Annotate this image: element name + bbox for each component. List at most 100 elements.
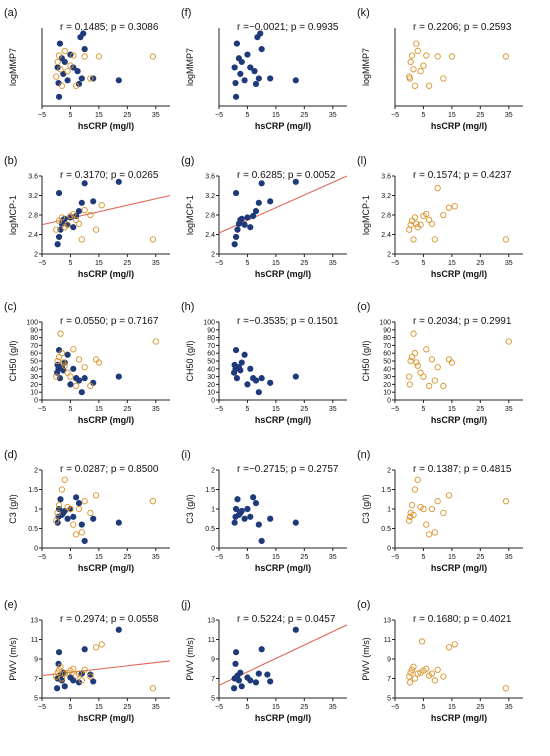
data-point-filled	[267, 198, 274, 205]
x-tick-label: 5	[68, 554, 72, 561]
y-tick-label: 9	[211, 657, 215, 664]
x-axis-label: hsCRP (mg/l)	[431, 563, 487, 573]
data-point-open	[78, 529, 85, 536]
y-tick-label: 3.6	[205, 174, 215, 181]
y-tick-label: 13	[30, 618, 38, 625]
data-point-open	[413, 359, 420, 366]
data-point-filled	[75, 377, 83, 384]
data-point-open	[58, 486, 66, 493]
y-tick-label: 1.5	[381, 487, 391, 494]
x-tick-label: −5	[391, 704, 399, 711]
data-point-open	[81, 666, 88, 673]
data-point-filled	[115, 519, 122, 526]
x-tick-label: 15	[448, 554, 456, 561]
data-point-open	[81, 364, 88, 371]
data-point-open	[75, 505, 83, 513]
data-point-open	[410, 236, 417, 243]
data-point-filled	[255, 199, 262, 206]
data-point-filled	[241, 221, 248, 228]
data-point-open	[81, 206, 88, 214]
x-axis-label: hsCRP (mg/l)	[431, 269, 487, 279]
x-axis-label: hsCRP (mg/l)	[78, 415, 134, 425]
x-tick-label: 25	[123, 554, 131, 561]
x-axis-label: hsCRP (mg/l)	[255, 269, 311, 279]
x-tick-label: 25	[476, 704, 484, 711]
data-point-open	[440, 75, 447, 82]
data-point-open	[406, 517, 413, 524]
data-point-filled	[64, 351, 71, 358]
data-point-filled	[81, 180, 88, 187]
data-point-open	[92, 226, 100, 233]
data-point-filled	[267, 678, 274, 685]
y-tick-label: 20	[383, 382, 391, 389]
data-point-filled	[244, 214, 251, 221]
data-point-open	[57, 663, 64, 670]
data-point-open	[417, 221, 424, 228]
y-tick-label: 90	[30, 327, 38, 334]
x-tick-label: −5	[391, 406, 399, 413]
y-axis-label: logMCP-1	[185, 195, 195, 235]
data-point-open	[428, 356, 436, 363]
data-point-open	[434, 185, 441, 192]
data-point-open	[420, 62, 427, 69]
x-axis-label: hsCRP (mg/l)	[431, 713, 487, 723]
x-tick-label: 15	[272, 406, 280, 413]
y-tick-label: 40	[30, 366, 38, 373]
data-point-open	[440, 509, 447, 517]
data-point-filled	[241, 515, 248, 522]
y-tick-label: 70	[383, 343, 391, 350]
y-tick-label: 13	[207, 618, 215, 625]
data-point-filled	[81, 46, 88, 53]
data-point-open	[53, 673, 60, 680]
x-tick-label: 35	[152, 406, 160, 413]
data-point-filled	[247, 677, 254, 684]
data-point-open	[78, 677, 85, 684]
y-tick-label: 100	[26, 320, 38, 327]
y-axis-label: logMMP7	[185, 48, 195, 86]
data-point-open	[414, 47, 421, 55]
data-point-open	[87, 382, 94, 390]
data-point-open	[67, 62, 74, 69]
y-tick-label: 40	[383, 366, 391, 373]
data-point-open	[428, 220, 436, 227]
x-tick-label: −5	[38, 112, 46, 119]
data-point-filled	[64, 515, 71, 522]
y-tick-label: 5	[387, 696, 391, 703]
data-point-filled	[90, 515, 97, 522]
x-tick-label: 25	[300, 554, 308, 561]
x-tick-label: 5	[245, 112, 249, 119]
data-point-open	[87, 211, 94, 219]
data-point-filled	[241, 351, 248, 358]
x-tick-label: 35	[152, 554, 160, 561]
x-tick-label: 35	[152, 112, 160, 119]
data-point-open	[434, 498, 441, 505]
y-axis-label: C3 (g/l)	[361, 494, 371, 524]
data-point-open	[64, 67, 71, 75]
x-tick-label: 35	[329, 406, 337, 413]
data-point-open	[406, 513, 414, 520]
data-point-open	[72, 82, 80, 89]
data-point-filled	[237, 367, 244, 374]
data-point-filled	[57, 496, 64, 503]
x-tick-label: 25	[123, 704, 131, 711]
y-tick-label: 100	[379, 320, 391, 327]
x-tick-label: 5	[68, 704, 72, 711]
x-axis-label: hsCRP (mg/l)	[431, 121, 487, 131]
data-point-open	[70, 52, 77, 59]
data-point-filled	[115, 373, 122, 380]
y-tick-label: 5	[34, 696, 38, 703]
x-tick-label: 25	[123, 406, 131, 413]
data-point-open	[428, 505, 436, 513]
stat-annotation: r = 0.0550; p = 0.7167	[60, 316, 159, 327]
data-point-open	[75, 356, 83, 363]
panel-label: (k)	[357, 7, 370, 19]
y-tick-label: 3.2	[28, 193, 38, 200]
y-tick-label: 1.5	[205, 487, 215, 494]
y-tick-label: 2	[34, 468, 38, 475]
data-point-filled	[70, 677, 77, 684]
data-point-open	[149, 53, 157, 60]
data-point-open	[55, 52, 63, 59]
data-point-open	[95, 359, 103, 366]
y-tick-label: 0.5	[205, 526, 215, 533]
